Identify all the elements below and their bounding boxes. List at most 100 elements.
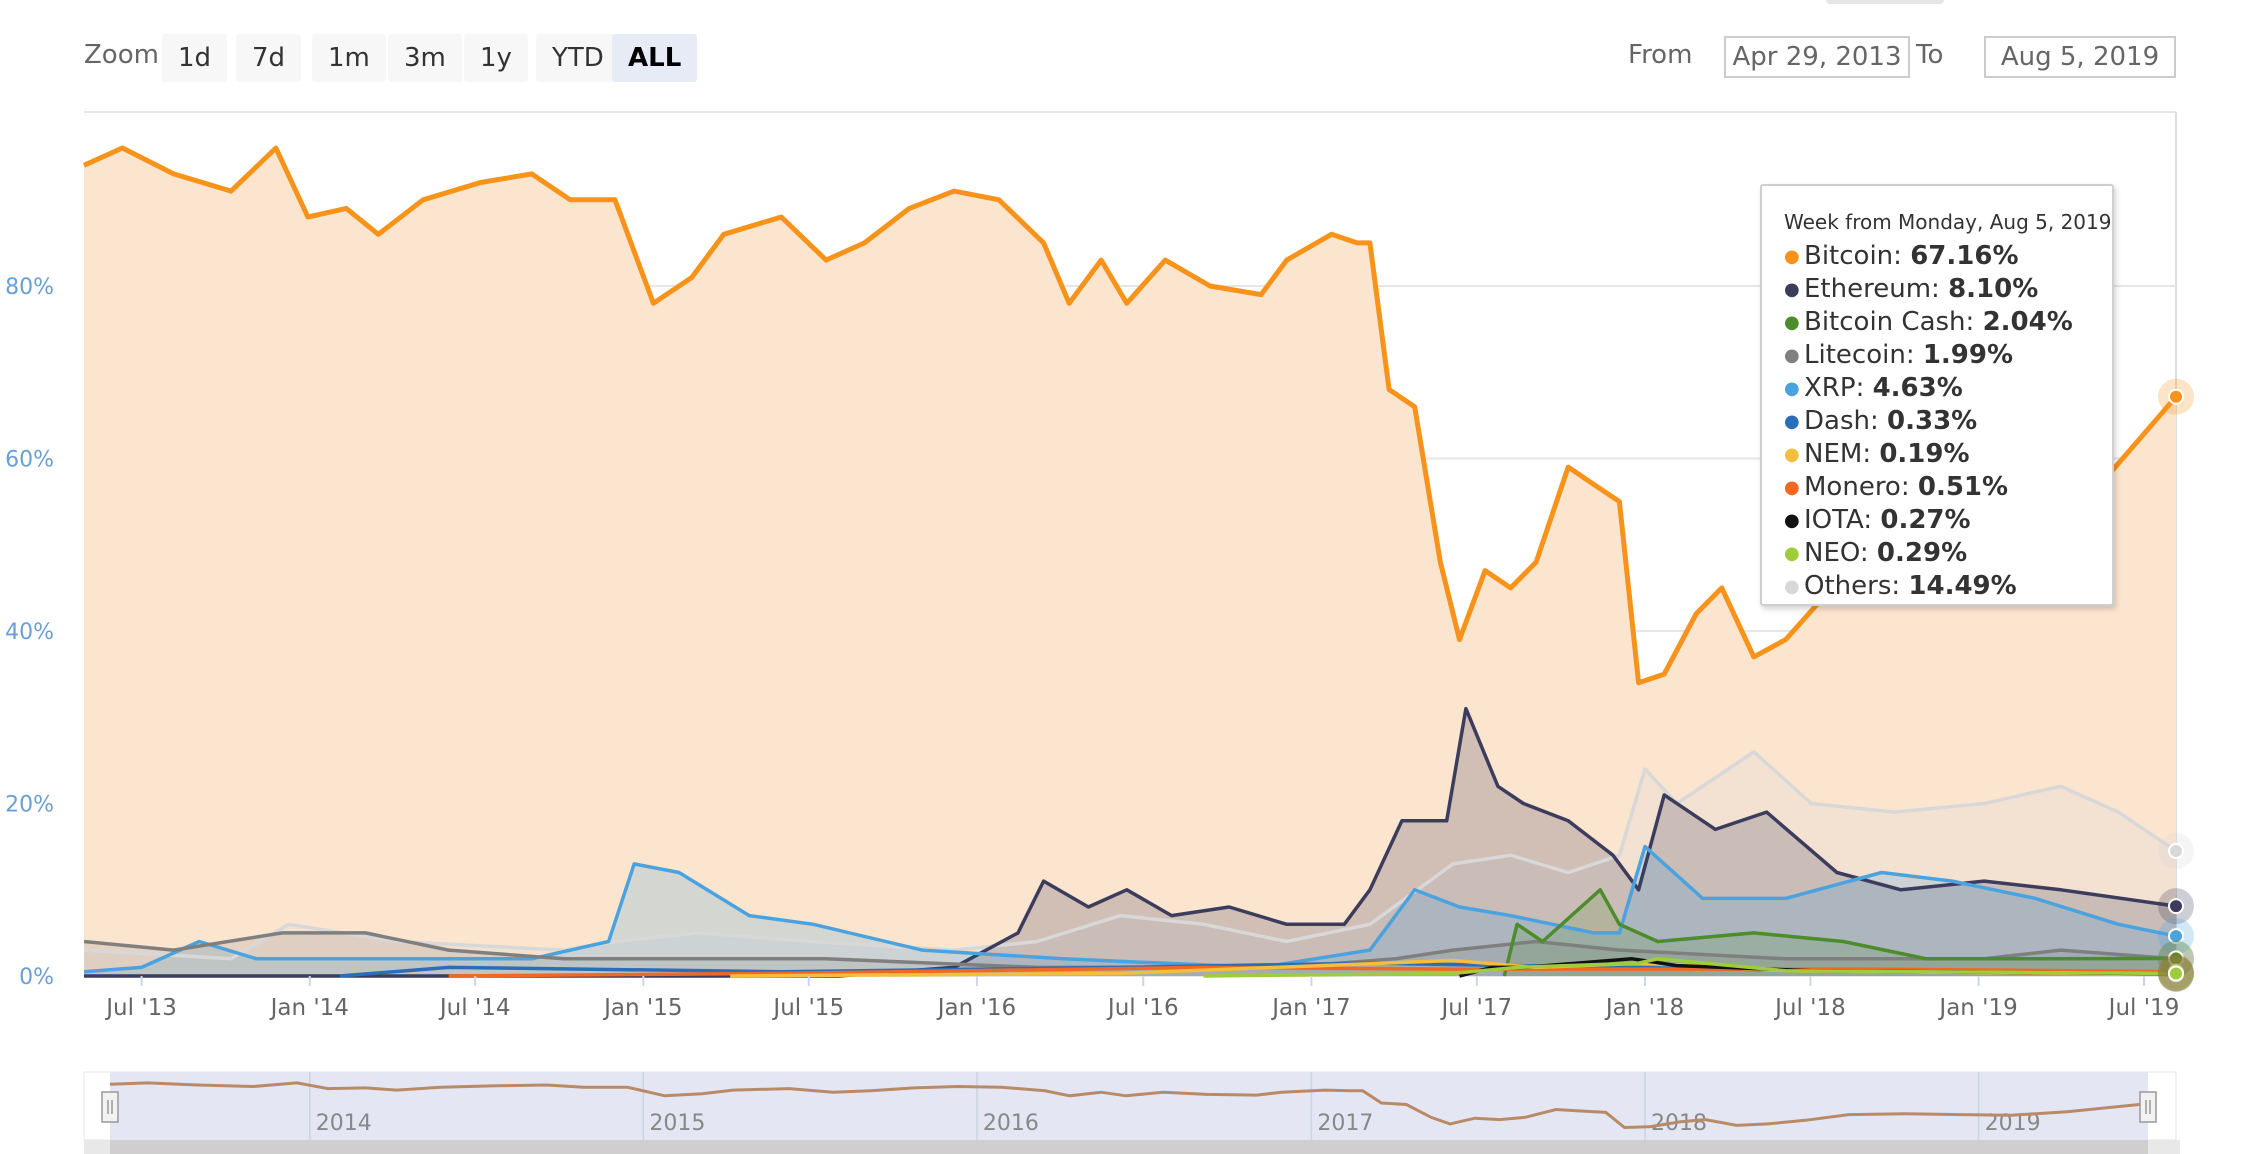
tooltip-row: ● Bitcoin: 67.16%: [1784, 241, 2019, 271]
tooltip-series-name: NEM: [1804, 439, 1863, 469]
tooltip-series-value: 0.19%: [1879, 439, 1970, 469]
line-bitcoin: [82, 145, 2178, 686]
zoom-1y-button[interactable]: 1y: [464, 34, 528, 82]
series-lines: [82, 145, 2178, 978]
series-dot-icon: ●: [1784, 510, 1800, 531]
navigator-tick-label: 2017: [1317, 1111, 1373, 1136]
x-tick-label: Jul '15: [771, 995, 844, 1021]
tooltip-series-name: Dash: [1804, 406, 1870, 436]
range-selector: Zoom 1d 7d 1m 3m 1y YTD ALL From To: [0, 0, 2266, 100]
line-neo: [1203, 957, 2177, 978]
zoom-ytd-button[interactable]: YTD: [536, 34, 620, 82]
navigator[interactable]: 2014 2015 2016 2017 2018 2019: [83, 1071, 2177, 1141]
navigator-tick-label: 2015: [649, 1111, 705, 1136]
tooltip-series-name: Others: [1804, 571, 1892, 601]
marker-neo: [2168, 965, 2184, 982]
x-tick-label: Jan '16: [936, 995, 1016, 1021]
area-others: [84, 751, 2176, 976]
tooltip: Week from Monday, Aug 5, 2019 ● Bitcoin: …: [1760, 184, 2114, 606]
navigator-tick-label: 2016: [983, 1111, 1039, 1136]
x-tick-label: Jan '15: [602, 995, 682, 1021]
navigator-series: [109, 1081, 2149, 1130]
tooltip-series-name: Ethereum: [1804, 274, 1932, 304]
series-dot-icon: ●: [1784, 345, 1800, 366]
x-tick-label: Jan '17: [1270, 995, 1350, 1021]
area-bitcoin: [84, 148, 2176, 976]
tooltip-series-value: 4.63%: [1872, 373, 1963, 403]
x-tick-label: Jan '19: [1937, 995, 2017, 1021]
series-dot-icon: ●: [1784, 246, 1800, 267]
navigator-handle-left: [101, 1091, 119, 1123]
x-tick-label: Jul '18: [1773, 995, 1846, 1021]
series-dot-icon: ●: [1784, 411, 1800, 432]
from-date-input[interactable]: [1724, 36, 1910, 78]
tooltip-row: ● Ethereum: 8.10%: [1784, 274, 2039, 304]
x-tick-label: Jul '17: [1440, 995, 1513, 1021]
navigator-handle-right: [2139, 1091, 2157, 1123]
y-tick-label: 20%: [5, 793, 54, 818]
to-label: To: [1916, 40, 1944, 70]
navigator-scrollbar-thumb[interactable]: [110, 1140, 2148, 1154]
zoom-1m-button[interactable]: 1m: [312, 34, 386, 82]
marker-bitcoin: [2168, 388, 2184, 405]
line-xrp: [83, 844, 2177, 974]
tooltip-series-value: 0.27%: [1880, 505, 1971, 535]
tooltip-series-value: 67.16%: [1910, 241, 2019, 271]
x-tick-label: Jan '18: [1604, 995, 1684, 1021]
series-dot-icon: ●: [1784, 444, 1800, 465]
zoom-label: Zoom: [84, 40, 159, 70]
axes: 0% 20% 40% 60% 80% Jul '13 Jan '14 Jul '14 Jan '…: [5, 275, 2179, 1021]
tooltip-series-value: 2.04%: [1982, 307, 2073, 337]
series-dot-icon: ●: [1784, 312, 1800, 333]
tooltip-series-name: NEO: [1804, 538, 1860, 568]
tooltip-row: ● NEM: 0.19%: [1784, 439, 1970, 469]
line-bitcoin-cash: [1502, 888, 2177, 977]
zoom-1d-button[interactable]: 1d: [162, 34, 228, 82]
zoom-7d-button[interactable]: 7d: [236, 34, 302, 82]
series-dot-icon: ●: [1784, 279, 1800, 300]
tooltip-series-name: IOTA: [1804, 505, 1864, 535]
y-tick-label: 0%: [19, 965, 54, 990]
x-tick-label: Jan '14: [269, 995, 349, 1021]
tooltip-header: Week from Monday, Aug 5, 2019: [1784, 210, 2112, 234]
series-dot-icon: ●: [1784, 378, 1800, 399]
series-end-markers: [2158, 378, 2194, 993]
marker-ethereum: [2168, 898, 2184, 915]
line-ethereum: [84, 706, 2177, 978]
line-monero: [448, 965, 2177, 978]
tooltip-series-name: Bitcoin: [1804, 241, 1894, 271]
tooltip-series-name: XRP: [1804, 373, 1856, 403]
from-label: From: [1628, 40, 1693, 70]
series-dot-icon: ●: [1784, 576, 1800, 597]
marker-others: [2168, 843, 2184, 860]
x-tick-label: Jul '19: [2107, 995, 2180, 1021]
to-date-input[interactable]: [1984, 36, 2176, 78]
navigator-selection: [110, 1072, 2148, 1140]
tooltip-row: ● Bitcoin Cash: 2.04%: [1784, 307, 2073, 337]
zoom-3m-button[interactable]: 3m: [388, 34, 462, 82]
tooltip-row: ● Litecoin: 1.99%: [1784, 340, 2014, 370]
tooltip-series-name: Monero: [1804, 472, 1901, 502]
tooltip-series-name: Litecoin: [1804, 340, 1906, 370]
tooltip-row: ● XRP: 4.63%: [1784, 373, 1963, 403]
tooltip-row: ● Others: 14.49%: [1784, 571, 2017, 601]
y-tick-label: 60%: [5, 448, 54, 473]
zoom-all-button[interactable]: ALL: [612, 34, 698, 82]
x-tick-label: Jul '16: [1106, 995, 1179, 1021]
y-tick-label: 80%: [5, 275, 54, 300]
tooltip-series-value: 1.99%: [1922, 340, 2014, 370]
tooltip-series-value: 0.51%: [1917, 472, 2009, 502]
tooltip-row: ● Dash: 0.33%: [1784, 406, 1978, 436]
x-tick-label: Jul '13: [104, 995, 177, 1021]
x-tick-label: Jul '14: [438, 995, 511, 1021]
tooltip-series-value: 0.29%: [1876, 538, 1968, 568]
series-dot-icon: ●: [1784, 543, 1800, 564]
top-decor: [1826, 0, 1944, 4]
marker-xrp: [2168, 928, 2184, 945]
tooltip-rows: ● Bitcoin: 67.16% ● Ethereum: 8.10% ● Bitcoin…: [1784, 240, 2090, 603]
navigator-tick-label: 2014: [316, 1111, 372, 1136]
tooltip-series-name: Bitcoin Cash: [1804, 307, 1966, 337]
tooltip-row: ● Monero: 0.51%: [1784, 472, 2009, 502]
tooltip-series-value: 14.49%: [1908, 571, 2017, 601]
